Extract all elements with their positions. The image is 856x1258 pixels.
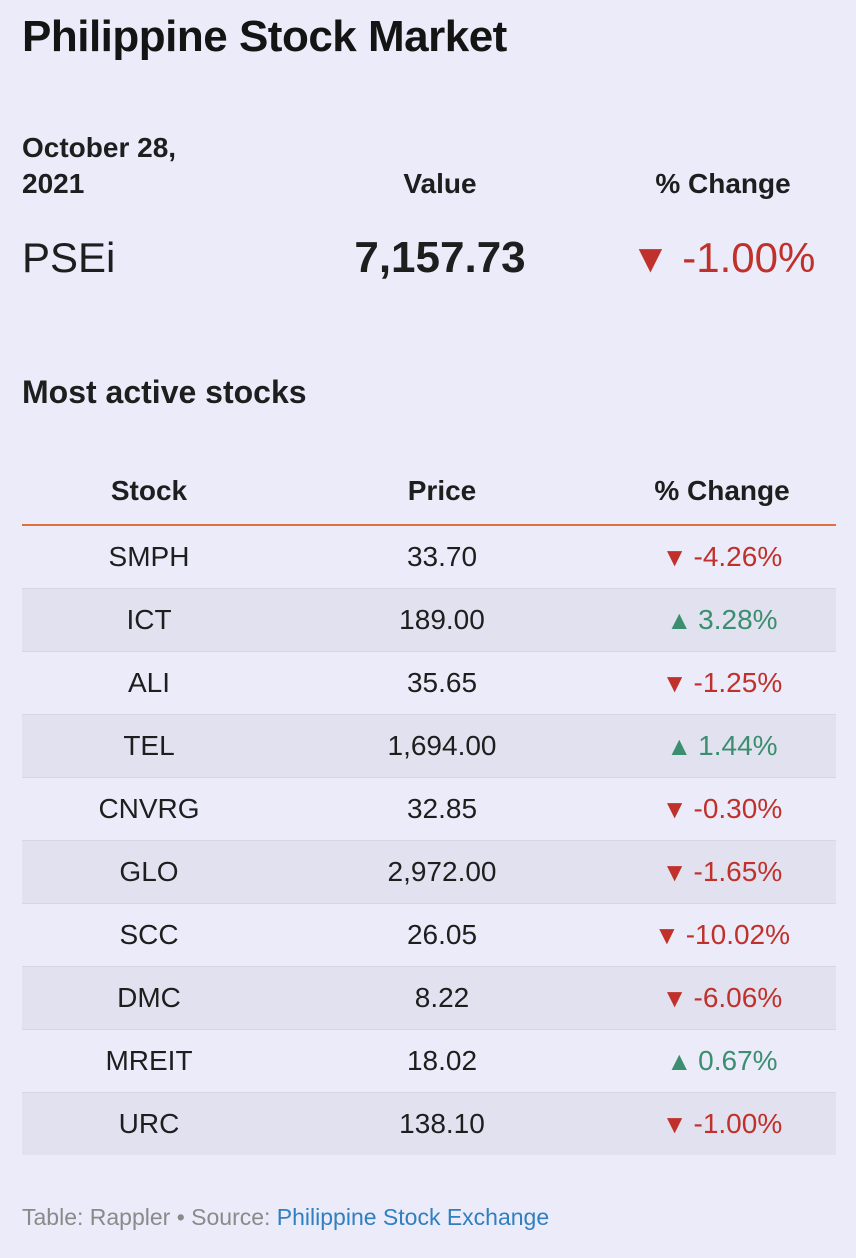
stock-change: ▼ -1.25% [608,651,836,715]
stock-change-value: -0.30% [693,793,783,824]
stock-symbol: SMPH [22,525,276,589]
section-title: Most active stocks [22,374,307,410]
stock-symbol: CNVRG [22,777,276,841]
stock-price: 33.70 [276,525,608,589]
stock-change: ▼ -0.30% [608,777,836,841]
triangle-down-icon: ▼ [661,668,688,698]
triangle-up-icon: ▲ [666,605,693,635]
index-value: 7,157.73 [354,233,526,282]
triangle-down-icon: ▼ [661,542,688,572]
column-header-stock: Stock [22,458,276,526]
stock-change: ▼ -10.02% [608,903,836,967]
stock-price: 189.00 [276,588,608,652]
stock-symbol: SCC [22,903,276,967]
stock-change: ▲ 1.44% [608,714,836,778]
triangle-down-icon: ▼ [661,983,688,1013]
page-title: Philippine Stock Market [22,12,507,61]
triangle-down-icon: ▼ [661,857,688,887]
stock-change-value: -6.06% [693,982,783,1013]
stock-change-value: -10.02% [685,919,791,950]
column-header-price: Price [276,458,608,526]
stock-price: 26.05 [276,903,608,967]
triangle-up-icon: ▲ [666,1046,693,1076]
table-row: MREIT 18.02 ▲ 0.67% [22,1029,836,1093]
stock-change: ▼ -1.65% [608,840,836,904]
triangle-down-icon: ▼ [661,1109,688,1139]
index-name: PSEi [22,234,116,281]
index-change-value: -1.00% [682,234,816,281]
stock-change-value: 3.28% [698,604,778,635]
stock-price: 2,972.00 [276,840,608,904]
stock-price: 138.10 [276,1092,608,1155]
stock-symbol: MREIT [22,1029,276,1093]
table-row: TEL 1,694.00 ▲ 1.44% [22,714,836,778]
table-row: URC 138.10 ▼ -1.00% [22,1092,836,1155]
stock-change-value: 1.44% [698,730,778,761]
table-body: SMPH 33.70 ▼ -4.26% ICT 189.00 ▲ 3.28% ALI 35.65 ▼… [22,525,836,1155]
footer-credit: Table: Rappler • Source: [22,1204,277,1230]
stock-change-value: -4.26% [693,541,783,572]
stock-change-value: 0.67% [698,1045,778,1076]
table-row: DMC 8.22 ▼ -6.06% [22,966,836,1030]
table-row: GLO 2,972.00 ▼ -1.65% [22,840,836,904]
stock-price: 32.85 [276,777,608,841]
stock-change-value: -1.65% [693,856,783,887]
triangle-down-icon: ▼ [653,920,680,950]
triangle-down-icon: ▼ [661,794,688,824]
stock-symbol: ICT [22,588,276,652]
footer: Table: Rappler • Source: Philippine Stoc… [22,1202,549,1232]
stock-price: 18.02 [276,1029,608,1093]
stock-price: 8.22 [276,966,608,1030]
stock-change: ▲ 3.28% [608,588,836,652]
table-row: SCC 26.05 ▼ -10.02% [22,903,836,967]
stock-change: ▲ 0.67% [608,1029,836,1093]
table-header-row: Stock Price % Change [22,458,836,526]
summary-change-header: % Change [655,168,791,199]
source-link[interactable]: Philippine Stock Exchange [276,1204,550,1230]
stock-price: 35.65 [276,651,608,715]
stock-symbol: DMC [22,966,276,1030]
table-row: ALI 35.65 ▼ -1.25% [22,651,836,715]
stock-price: 1,694.00 [276,714,608,778]
table-row: CNVRG 32.85 ▼ -0.30% [22,777,836,841]
stock-symbol: URC [22,1092,276,1155]
triangle-up-icon: ▲ [666,731,693,761]
most-active-table: Stock Price % Change SMPH 33.70 ▼ -4.26% ICT… [22,458,836,1155]
table-row: ICT 189.00 ▲ 3.28% [22,588,836,652]
stock-change: ▼ -1.00% [608,1092,836,1155]
stock-change-value: -1.00% [693,1108,783,1139]
triangle-down-icon: ▼ [630,237,671,281]
index-change: ▼ -1.00% [600,234,846,283]
summary-date: October 28, 2021 [22,132,177,199]
stock-symbol: TEL [22,714,276,778]
stock-change: ▼ -4.26% [608,525,836,589]
stock-symbol: ALI [22,651,276,715]
table-row: SMPH 33.70 ▼ -4.26% [22,525,836,589]
summary-value-header: Value [403,168,477,199]
column-header-change: % Change [608,458,836,526]
stock-symbol: GLO [22,840,276,904]
stock-change-value: -1.25% [693,667,783,698]
stock-change: ▼ -6.06% [608,966,836,1030]
